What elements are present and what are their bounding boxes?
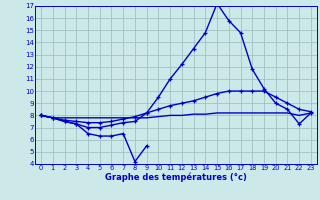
X-axis label: Graphe des températures (°c): Graphe des températures (°c) xyxy=(105,173,247,182)
